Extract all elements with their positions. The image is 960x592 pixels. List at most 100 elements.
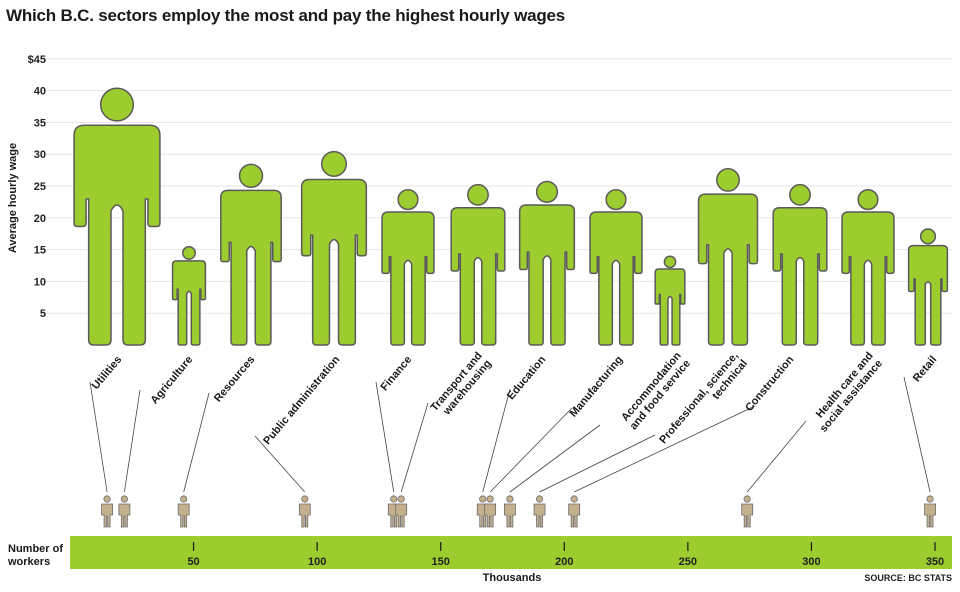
wage-figure: [654, 255, 686, 346]
y-tick-label: 25: [34, 181, 46, 193]
wage-figure: [907, 228, 949, 346]
worker-figure-head: [570, 495, 578, 503]
wage-figure: [300, 150, 368, 346]
sector-label: Manufacturing: [567, 354, 625, 420]
wage-figure: [518, 180, 576, 346]
worker-figure-head: [479, 495, 487, 503]
worker-figure-head: [180, 495, 188, 503]
source-label: SOURCE: BC STATS: [864, 573, 952, 583]
x-tick-label: 300: [802, 556, 820, 568]
wage-figure: [589, 188, 643, 346]
wage-figure: [772, 183, 828, 346]
figure-head: [397, 188, 419, 211]
worker-figure-head: [397, 495, 405, 503]
worker-figure-head: [506, 495, 514, 503]
worker-figure-body: [741, 503, 754, 528]
worker-figure-body: [484, 503, 497, 528]
figure-head: [320, 150, 348, 177]
worker-figure-head: [535, 495, 544, 503]
leader-line: [482, 388, 511, 493]
x-tick-label: 50: [187, 556, 199, 568]
worker-figure-head: [486, 495, 494, 503]
thousands-label: Thousands: [483, 572, 542, 584]
figure-head: [182, 245, 196, 260]
figure-body: [171, 260, 207, 346]
worker-figure: [298, 495, 311, 528]
wage-figure: [381, 188, 435, 346]
figure-body: [907, 244, 949, 346]
figure-head: [605, 188, 627, 211]
worker-figure-body: [118, 503, 131, 528]
sector-label: Utilities: [90, 354, 125, 392]
y-tick-label: 30: [34, 149, 46, 161]
worker-figure-head: [743, 495, 751, 503]
figure-head: [663, 255, 677, 269]
worker-figure: [568, 495, 581, 528]
worker-figure: [101, 495, 113, 528]
sector-label: Transport andwarehousing: [428, 350, 494, 422]
y-tick-label: 10: [34, 276, 46, 288]
worker-figure-body: [177, 503, 190, 528]
figure-body: [697, 193, 759, 346]
worker-figure: [504, 495, 516, 528]
figure-body: [518, 204, 576, 346]
leader-line: [489, 407, 573, 493]
leader-line: [183, 392, 210, 493]
wage-axis: 5 10 15 20 25 30 35 40 $45: [28, 54, 46, 320]
worker-figure-body: [504, 503, 516, 528]
sector-label: Public administration: [261, 354, 342, 448]
sector-labels: Utilities Agriculture Resources Public admi…: [90, 350, 940, 448]
x-tick-label: 150: [432, 556, 450, 568]
workers-axis-band: 50 100 150 200 250 300 350: [70, 536, 952, 569]
worker-figure-head: [103, 495, 111, 503]
wage-figure: [171, 245, 207, 346]
sector-label: Finance: [378, 354, 414, 394]
sector-label: Retail: [911, 354, 939, 385]
worker-figure: [395, 495, 408, 528]
figure-body: [772, 206, 828, 346]
worker-figure-head: [926, 495, 934, 503]
leader-line: [375, 381, 395, 493]
figure-body: [300, 178, 368, 346]
worker-figure: [924, 495, 936, 528]
worker-figure: [177, 495, 190, 528]
worker-figure-body: [101, 503, 113, 528]
figure-head: [99, 87, 135, 122]
figure-body: [73, 124, 161, 346]
sector-label: Education: [505, 354, 549, 403]
worker-figure: [484, 495, 497, 528]
leader-line: [539, 434, 656, 493]
figure-head: [919, 228, 937, 245]
worker-figure-body: [298, 503, 311, 528]
wage-figure: [697, 168, 759, 346]
figure-body: [654, 268, 686, 346]
workers-axis-title: Number of workers: [7, 543, 63, 568]
worker-figure: [118, 495, 131, 528]
sector-label: Resources: [212, 354, 257, 405]
x-tick-label: 350: [926, 556, 944, 568]
y-tick-label: 20: [34, 213, 46, 225]
sector-label: Agriculture: [148, 354, 195, 407]
figure-head: [716, 168, 740, 192]
leader-line: [509, 424, 601, 493]
worker-figure-head: [301, 495, 309, 503]
figure-body: [589, 211, 643, 346]
worker-figure-body: [395, 503, 408, 528]
sector-label: Construction: [743, 354, 796, 414]
figure-body: [450, 206, 506, 346]
leader-line: [746, 420, 807, 493]
y-tick-label: 40: [34, 86, 46, 98]
figure-body: [841, 211, 895, 346]
wage-figure: [450, 183, 506, 346]
leader-line: [903, 376, 931, 493]
figure-head: [238, 163, 264, 189]
worker-figure-head: [120, 495, 128, 503]
leader-line: [254, 435, 306, 493]
wage-figure: [841, 188, 895, 346]
chart-title: Which B.C. sectors employ the most and p…: [6, 6, 566, 25]
worker-figure-body: [924, 503, 936, 528]
leader-line: [400, 402, 429, 493]
worker-figure-body: [533, 503, 546, 528]
wage-figures: [73, 87, 949, 346]
